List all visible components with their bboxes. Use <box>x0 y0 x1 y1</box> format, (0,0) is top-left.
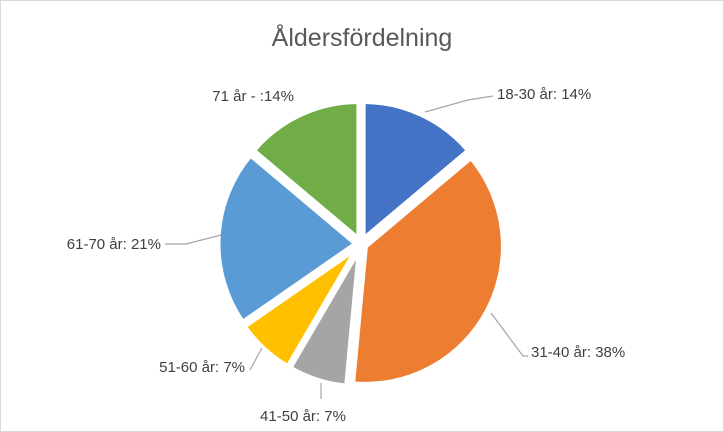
data-label-4: 51-60 år: 7% <box>159 359 245 376</box>
pie-slice-5 <box>215 152 359 325</box>
data-label-5: 61-70 år: 21% <box>67 236 161 253</box>
leader-line-2 <box>490 312 528 357</box>
data-label-1: 18-30 år: 14% <box>497 86 591 103</box>
pie-slice-6 <box>250 98 362 242</box>
pie-slice-2 <box>350 154 506 387</box>
leader-line-5 <box>165 234 222 245</box>
pie-slices <box>215 98 506 389</box>
leader-lines <box>165 95 528 399</box>
leader-line-4 <box>249 347 263 371</box>
data-labels: 18-30 år: 14% 31-40 år: 38% 41-50 år: 7% 51… <box>67 86 625 425</box>
pie-slice-4 <box>241 245 361 370</box>
data-label-6: 71 år - :14% <box>212 88 294 105</box>
pie-slice-1 <box>360 98 472 242</box>
data-label-2: 31-40 år: 38% <box>531 344 625 361</box>
chart-title: Åldersfördelning <box>272 22 453 52</box>
leader-line-1 <box>424 95 494 113</box>
data-label-3: 41-50 år: 7% <box>260 408 346 425</box>
